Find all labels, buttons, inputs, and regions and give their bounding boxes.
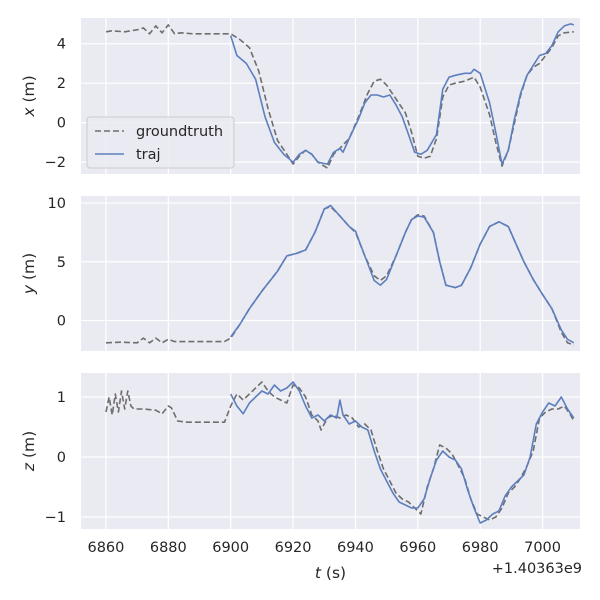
y-tick-label: 5 [57, 255, 66, 271]
x-tick-label: 6880 [150, 540, 187, 556]
series-line-traj [230, 204, 575, 344]
axes-background [81, 196, 580, 351]
x-offset-text: +1.40363e9 [492, 561, 582, 577]
series-line-traj [229, 381, 575, 524]
subplot-x: 4 2 0 −2 x (m) groundtruth traj [20, 18, 580, 174]
x-tick-label: 6900 [212, 540, 249, 556]
y-axis-label: x (m) [20, 75, 38, 117]
x-tick-label: 6980 [462, 540, 499, 556]
legend-label-groundtruth: groundtruth [136, 124, 223, 140]
y-tick-label: 10 [48, 196, 66, 212]
series-line-groundtruth [105, 381, 575, 521]
y-tick-label: 2 [57, 76, 66, 92]
y-axis-label: y (m) [20, 253, 38, 295]
x-axis: 6860 6880 6900 6920 6940 6960 6980 7000 t (s) +1.… [87, 540, 582, 582]
y-tick-label: 4 [57, 37, 66, 53]
series-line-traj [229, 23, 575, 165]
y-tick-label: 0 [57, 450, 66, 466]
x-tick-label: 6960 [399, 540, 436, 556]
x-axis-label: t (s) [315, 564, 346, 582]
subplot-z: 1 0 −1 z (m) [20, 373, 580, 529]
x-tick-label: 6860 [87, 540, 124, 556]
x-tick-label: 7000 [524, 540, 561, 556]
y-axis-label: z (m) [20, 431, 38, 472]
y-tick-label: 0 [57, 313, 66, 329]
legend-label-traj: traj [136, 147, 161, 163]
subplot-y: 10 5 0 y (m) [20, 196, 580, 351]
y-tick-label: 0 [57, 116, 66, 132]
y-tick-label: 1 [57, 390, 66, 406]
x-tick-label: 6940 [337, 540, 374, 556]
y-tick-label: −1 [45, 510, 66, 526]
axes-background [81, 373, 580, 529]
legend-box [86, 116, 235, 169]
x-tick-label: 6920 [275, 540, 312, 556]
y-tick-label: −2 [45, 155, 66, 171]
legend: groundtruth traj [86, 116, 235, 169]
